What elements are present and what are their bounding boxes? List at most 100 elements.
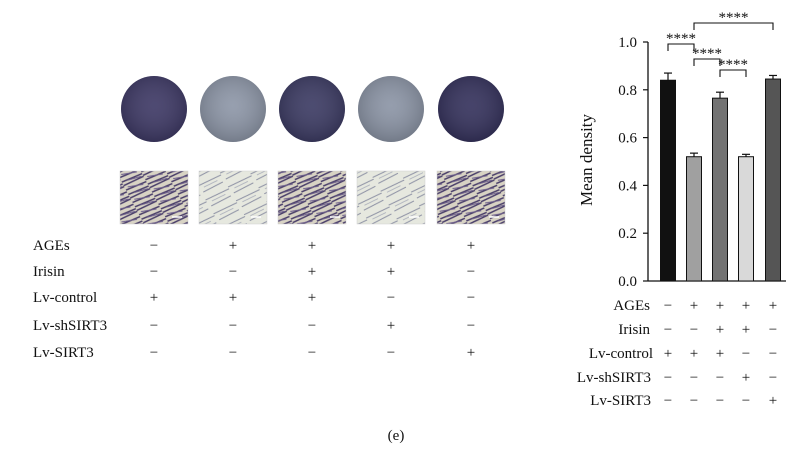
chart-condition-sign: − — [690, 370, 698, 386]
chart-condition-sign: + — [716, 346, 724, 362]
chart-condition-sign: − — [716, 370, 724, 386]
condition-sign: − — [467, 264, 475, 280]
well-shading — [121, 76, 187, 142]
y-tick-label: 0.6 — [618, 131, 637, 147]
y-tick-label: 0.4 — [618, 178, 637, 194]
y-tick-label: 0.8 — [618, 83, 637, 99]
condition-sign: − — [150, 238, 158, 254]
significance-bracket — [693, 22, 774, 30]
chart-condition-sign: − — [742, 393, 750, 409]
condition-label: Lv-control — [33, 290, 97, 306]
condition-sign: + — [387, 264, 395, 280]
chart-condition-label: Lv-control — [589, 346, 653, 362]
y-axis-ticks: 0.0 0.2 0.4 0.6 0.8 1.0 — [618, 35, 648, 290]
condition-sign: − — [467, 290, 475, 306]
chart-condition-label: Lv-shSIRT3 — [577, 370, 651, 386]
cell-micrograph — [198, 170, 268, 225]
condition-label: Lv-SIRT3 — [33, 345, 94, 361]
condition-sign: + — [308, 264, 316, 280]
condition-sign: + — [387, 318, 395, 334]
condition-sign: + — [467, 345, 475, 361]
right-condition-table: AGEs − + + + +Irisin − − + + −Lv-control + + + − −Lv-sh… — [577, 298, 777, 409]
chart-condition-sign: + — [769, 298, 777, 314]
condition-sign: + — [308, 238, 316, 254]
condition-sign: + — [308, 290, 316, 306]
chart-condition-label: Irisin — [618, 322, 650, 338]
condition-sign: + — [150, 290, 158, 306]
chart-condition-sign: − — [769, 346, 777, 362]
chart-condition-sign: − — [664, 370, 672, 386]
chart-condition-sign: − — [664, 322, 672, 338]
chart-condition-sign: + — [742, 322, 750, 338]
significance-bracket — [667, 43, 695, 51]
left-condition-table: AGEs − + + + + Irisin − − + + − Lv-control + + + − − Lv-sh… — [33, 238, 475, 361]
bar — [686, 156, 702, 282]
cell-micrograph — [277, 170, 347, 225]
condition-sign: − — [308, 345, 316, 361]
condition-sign: − — [150, 345, 158, 361]
chart-condition-sign: − — [690, 393, 698, 409]
significance-label: **** — [718, 57, 748, 73]
significance-label: **** — [666, 31, 696, 47]
condition-sign: − — [150, 318, 158, 334]
condition-sign: − — [229, 345, 237, 361]
condition-sign: − — [229, 264, 237, 280]
y-tick-label: 0.0 — [618, 274, 637, 290]
bar — [738, 156, 754, 282]
bar — [712, 97, 728, 282]
cell-micrograph — [436, 170, 506, 225]
chart-condition-sign: + — [690, 298, 698, 314]
y-axis-label: Mean density — [577, 113, 596, 206]
chart-condition-sign: − — [716, 393, 724, 409]
cell-micrograph — [356, 170, 426, 225]
condition-sign: − — [229, 318, 237, 334]
chart-condition-sign: + — [716, 298, 724, 314]
chart-condition-sign: + — [742, 298, 750, 314]
cell-micrograph-images — [119, 170, 506, 225]
bars — [660, 72, 781, 282]
well-shading — [438, 76, 504, 142]
well-shading — [358, 76, 424, 142]
condition-sign: − — [387, 345, 395, 361]
culture-well-images — [121, 76, 504, 142]
y-tick-label: 0.2 — [618, 226, 637, 242]
significance-bracket — [719, 69, 747, 77]
condition-sign: + — [229, 238, 237, 254]
condition-label: Lv-shSIRT3 — [33, 318, 107, 334]
chart-condition-sign: − — [664, 298, 672, 314]
chart-condition-sign: − — [742, 346, 750, 362]
condition-sign: − — [467, 318, 475, 334]
mean-density-bar-chart: Mean density 0.00.20.40.60.81.0 ********… — [577, 10, 786, 409]
y-tick-label: 1.0 — [618, 35, 637, 51]
condition-sign: − — [387, 290, 395, 306]
chart-condition-sign: + — [769, 393, 777, 409]
bar — [660, 79, 676, 282]
chart-condition-sign: + — [716, 322, 724, 338]
panel-label: (e) — [388, 428, 405, 444]
chart-condition-sign: + — [742, 370, 750, 386]
well-shading — [279, 76, 345, 142]
chart-condition-sign: − — [769, 322, 777, 338]
well-shading — [200, 76, 266, 142]
significance-label: **** — [719, 10, 749, 26]
cell-micrograph — [119, 170, 189, 225]
condition-label: AGEs — [33, 238, 70, 254]
chart-condition-label: Lv-SIRT3 — [590, 393, 651, 409]
chart-condition-label: AGEs — [613, 298, 650, 314]
condition-label: Irisin — [33, 264, 65, 280]
condition-sign: + — [229, 290, 237, 306]
significance-bracket — [693, 58, 721, 66]
condition-sign: − — [308, 318, 316, 334]
chart-condition-sign: + — [664, 346, 672, 362]
bar — [765, 78, 781, 282]
significance-label: **** — [692, 46, 722, 62]
condition-sign: + — [387, 238, 395, 254]
chart-condition-sign: − — [664, 393, 672, 409]
condition-sign: − — [150, 264, 158, 280]
chart-condition-sign: − — [690, 322, 698, 338]
condition-sign: + — [467, 238, 475, 254]
chart-condition-sign: − — [769, 370, 777, 386]
significance-brackets: **************** — [666, 10, 774, 77]
chart-condition-sign: + — [690, 346, 698, 362]
